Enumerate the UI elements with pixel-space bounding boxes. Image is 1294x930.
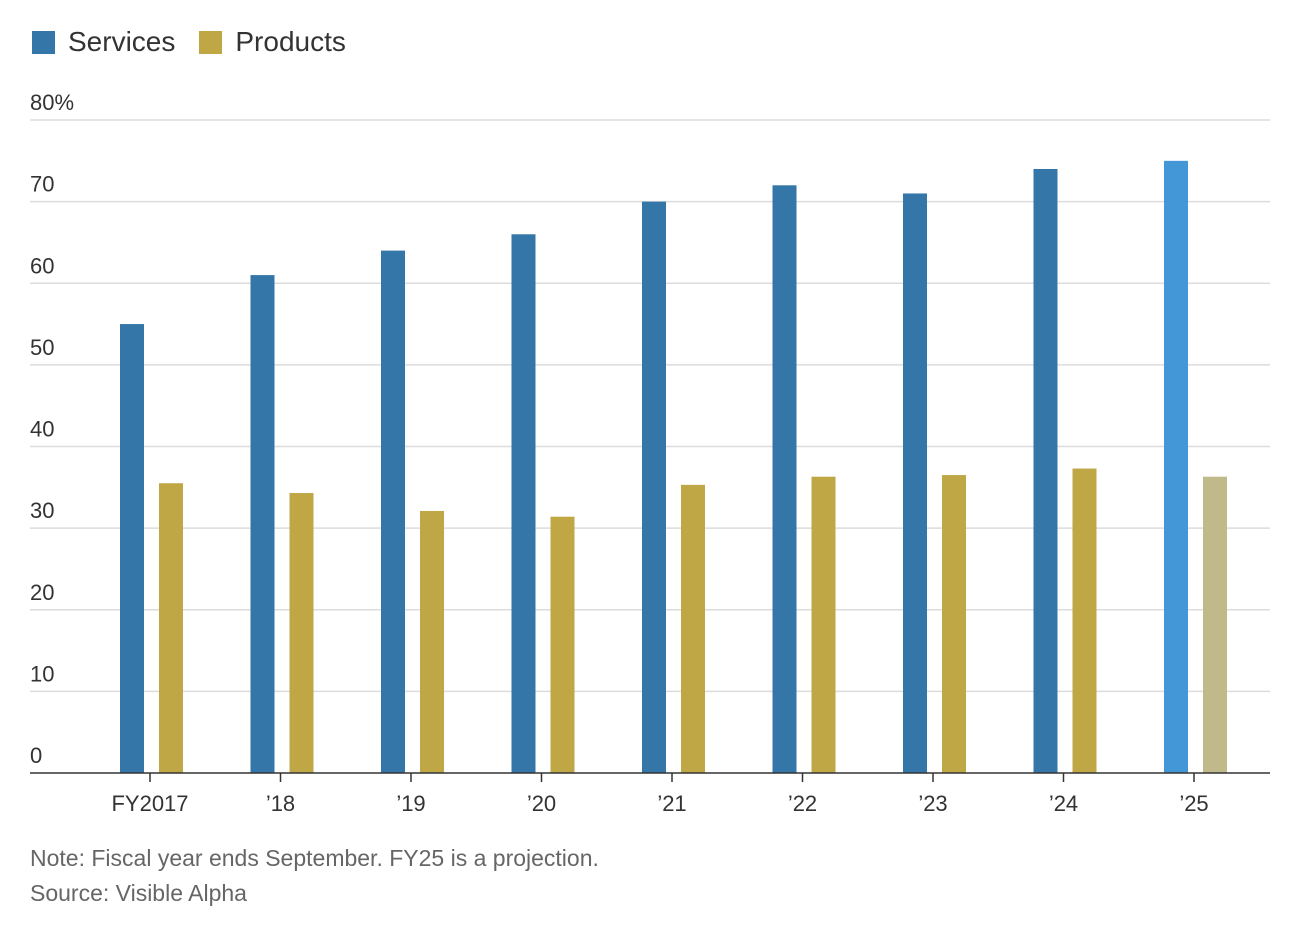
y-tick-label-30: 30 (30, 498, 54, 523)
x-tick-label-3: ’20 (527, 791, 556, 816)
legend-item-products: Products (199, 26, 346, 58)
y-tick-label-50: 50 (30, 335, 54, 360)
bar-services-2 (381, 250, 405, 774)
bar-services-1 (250, 275, 275, 773)
legend-label-services: Services (68, 26, 176, 57)
bar-products-8 (1203, 476, 1227, 773)
bar-services-4 (642, 201, 666, 773)
bar-services-7 (1033, 168, 1058, 774)
bar-services-6 (903, 193, 927, 773)
x-tick-label-6: ’23 (918, 791, 947, 816)
y-tick-label-0: 0 (30, 743, 42, 768)
x-tick-label-5: ’22 (788, 791, 817, 816)
bar-products-3 (550, 516, 575, 773)
bar-services-5 (772, 185, 797, 774)
bar-products-4 (681, 484, 705, 773)
x-tick-label-8: ’25 (1179, 791, 1208, 816)
x-tick-label-7: ’24 (1049, 791, 1078, 816)
chart-note: Note: Fiscal year ends September. FY25 i… (30, 845, 599, 871)
x-tick-label-4: ’21 (657, 791, 686, 816)
y-tick-label-80: 80% (30, 90, 74, 115)
bar-products-7 (1072, 468, 1097, 773)
y-tick-label-10: 10 (30, 661, 54, 686)
bar-products-6 (942, 475, 966, 773)
legend: Services Products (32, 26, 370, 58)
y-tick-label-20: 20 (30, 580, 54, 605)
bar-services-0 (120, 324, 144, 773)
legend-swatch-products (199, 30, 223, 54)
x-tick-label-0: FY2017 (111, 791, 188, 816)
bar-products-2 (420, 510, 444, 773)
legend-label-products: Products (235, 26, 346, 57)
y-tick-label-70: 70 (30, 172, 54, 197)
bar-products-5 (811, 476, 836, 773)
bar-products-0 (159, 483, 183, 773)
bar-products-1 (289, 493, 314, 773)
y-tick-label-60: 60 (30, 253, 54, 278)
bar-services-3 (511, 234, 536, 773)
chart-source: Source: Visible Alpha (30, 880, 247, 906)
legend-swatch-services (32, 30, 55, 54)
x-tick-label-1: ’18 (266, 791, 295, 816)
legend-item-services: Services (32, 26, 175, 58)
bar-services-8 (1164, 160, 1188, 773)
y-tick-label-40: 40 (30, 417, 54, 442)
x-tick-label-2: ’19 (396, 791, 425, 816)
